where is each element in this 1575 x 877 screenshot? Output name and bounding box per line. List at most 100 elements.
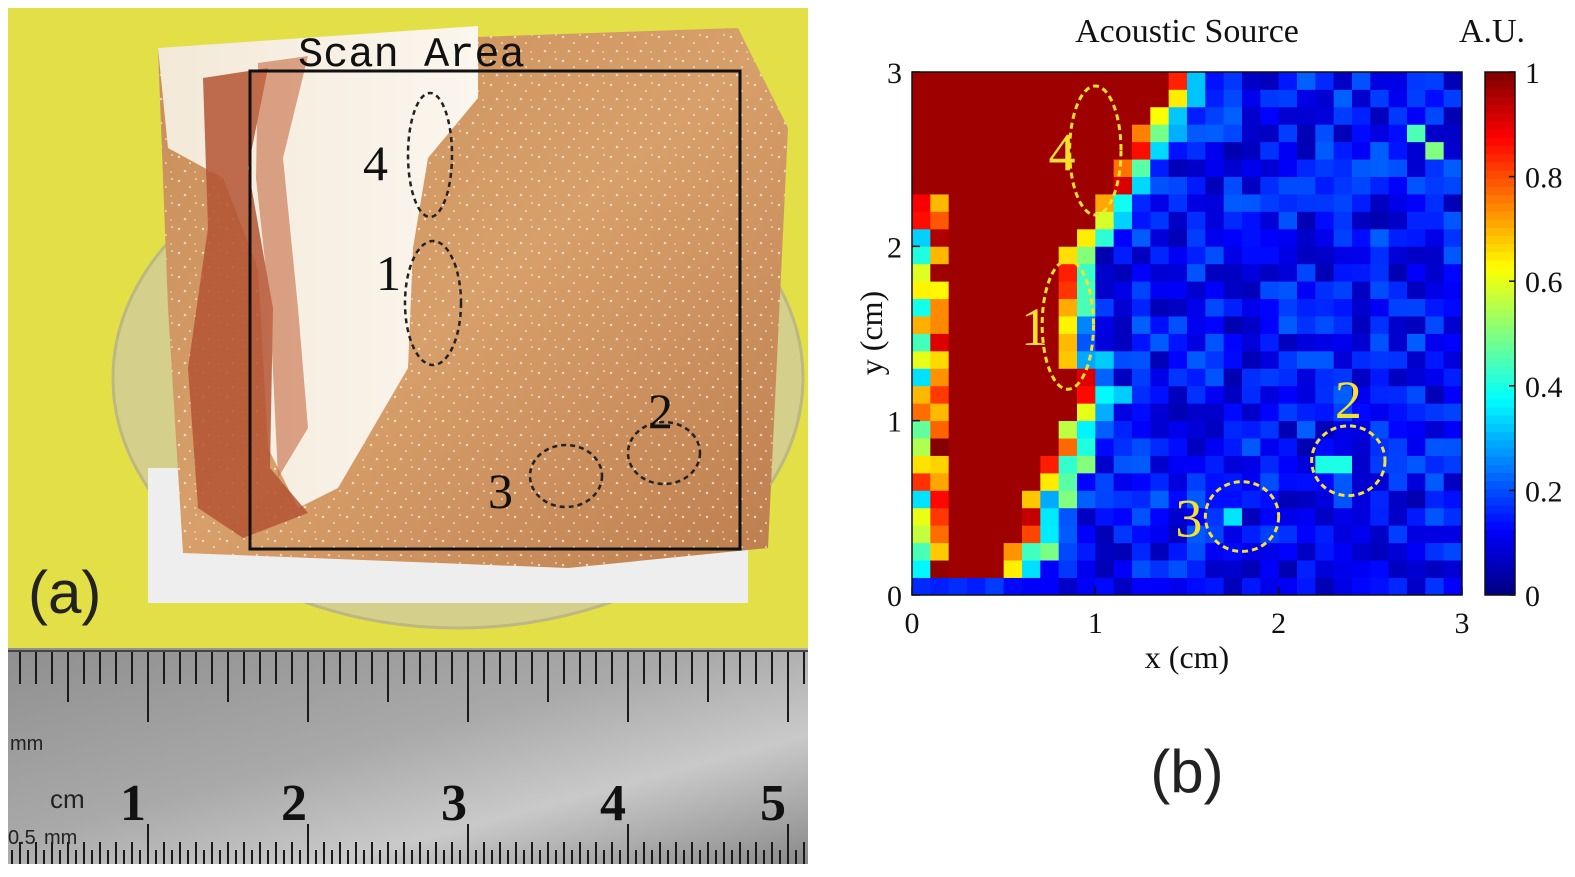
heatmap-cell <box>1003 333 1023 352</box>
heatmap-cell <box>1223 333 1243 352</box>
heatmap-cell <box>1113 525 1133 544</box>
ruler-unit-mm: mm <box>10 733 43 755</box>
ruler-number-4: 4 <box>600 775 626 832</box>
x-tick-label: 1 <box>1088 607 1103 640</box>
heatmap-cell <box>1223 246 1243 265</box>
heatmap-cell <box>1113 194 1133 212</box>
heatmap-cell <box>1370 472 1390 491</box>
heatmap-cell <box>1187 124 1206 143</box>
heatmap-cell <box>1132 455 1151 474</box>
heatmap-cell <box>1205 385 1225 404</box>
heatmap-cell <box>1352 89 1371 108</box>
heatmap-cell <box>1022 298 1041 317</box>
heatmap-cell <box>1333 263 1353 282</box>
heatmap-cell <box>930 228 950 247</box>
heatmap-cell <box>1388 542 1408 561</box>
heatmap-cell <box>1443 420 1463 439</box>
heatmap-cell <box>1388 194 1408 212</box>
heatmap-cell <box>1150 89 1170 108</box>
heatmap-cell <box>1352 333 1371 352</box>
heatmap-cell <box>1205 438 1225 456</box>
marker-3-label: 3 <box>488 463 513 519</box>
region-2-marker <box>626 420 702 486</box>
heatmap-cell <box>930 368 950 387</box>
heatmap-cell <box>1333 194 1353 212</box>
heatmap-cell <box>1150 141 1170 160</box>
heatmap-cell <box>1370 560 1390 578</box>
heatmap-cell <box>1077 403 1096 422</box>
heatmap-cell <box>1205 211 1225 230</box>
heatmap-cell <box>985 438 1005 456</box>
colorbar-tick-label: 0 <box>1525 580 1540 613</box>
heatmap-cell <box>1425 560 1445 578</box>
heatmap-cell <box>1223 350 1243 369</box>
heatmap-cell <box>1205 246 1225 265</box>
y-tick-label: 1 <box>887 406 902 439</box>
heatmap-cell <box>912 106 931 125</box>
heatmap-cell <box>1443 455 1463 474</box>
heatmap-cell <box>1297 385 1316 404</box>
heatmap-cell <box>1205 298 1225 317</box>
heatmap-cell <box>1223 420 1243 439</box>
heatmap-cell <box>1407 176 1426 195</box>
heatmap-cell <box>1113 159 1133 177</box>
heatmap-cell <box>1205 124 1225 143</box>
heatmap-cell <box>1242 263 1261 282</box>
heatmap-cell <box>1260 542 1280 561</box>
heatmap-cell <box>1425 333 1445 352</box>
x-axis: 0 1 2 3 <box>905 587 1470 640</box>
heatmap-cell <box>930 298 950 317</box>
heatmap-cell <box>912 333 931 352</box>
heatmap-cell <box>1352 525 1371 544</box>
heatmap-cell <box>1187 246 1206 265</box>
heatmap-cell <box>1315 281 1335 300</box>
heatmap-cell <box>1260 228 1280 247</box>
heatmap-cell <box>912 141 931 160</box>
heatmap-cell <box>1040 246 1060 265</box>
heatmap-cell <box>1132 298 1151 317</box>
heatmap-cell <box>1352 350 1371 369</box>
heatmap-cell <box>1407 211 1426 230</box>
colorbar-segment <box>1485 464 1515 473</box>
heatmap-cell <box>1223 211 1243 230</box>
annotations: 4 1 2 3 <box>1021 84 1387 553</box>
heatmap-cell <box>1040 72 1060 90</box>
heatmap-cell <box>1333 560 1353 578</box>
heatmap-cell <box>1223 577 1243 596</box>
heatmap-cell <box>1242 455 1261 474</box>
heatmap-cell <box>1315 525 1335 544</box>
heatmap-cell <box>1407 72 1426 90</box>
heatmap-cell <box>985 298 1005 317</box>
heatmap-cell <box>1132 525 1151 544</box>
heatmap-cell <box>1242 246 1261 265</box>
heatmap-cell <box>1278 211 1298 230</box>
heatmap-cell <box>1370 577 1390 596</box>
heatmap-cell <box>1003 525 1023 544</box>
heatmap-cell <box>1132 72 1151 90</box>
heatmap-cell <box>1407 333 1426 352</box>
heatmap-cell <box>1132 176 1151 195</box>
heatmap-cell <box>1205 194 1225 212</box>
heatmap-cell <box>967 455 986 474</box>
heatmap-cell <box>912 490 931 509</box>
heatmap-cell <box>1058 350 1078 369</box>
heatmap-cell <box>1333 507 1353 526</box>
heatmap-cell <box>1113 350 1133 369</box>
heatmap-cell <box>1132 507 1151 526</box>
heatmap-cell <box>1278 176 1298 195</box>
heatmap-cell <box>1278 106 1298 125</box>
heatmap-cell <box>1168 420 1188 439</box>
heatmap-cell <box>1077 507 1096 526</box>
heatmap-cell <box>1388 385 1408 404</box>
heatmap-cell <box>1315 89 1335 108</box>
heatmap-cell <box>1297 246 1316 265</box>
heatmap-cell <box>912 472 931 491</box>
heatmap-cell <box>1278 124 1298 143</box>
heatmap-cell <box>1352 490 1371 509</box>
heatmap-cell <box>1058 438 1078 456</box>
heatmap-cell <box>912 159 931 177</box>
heatmap-cell <box>1168 316 1188 334</box>
heatmap-cell <box>1022 106 1041 125</box>
heatmap-cell <box>1370 281 1390 300</box>
heatmap-cell <box>1150 246 1170 265</box>
